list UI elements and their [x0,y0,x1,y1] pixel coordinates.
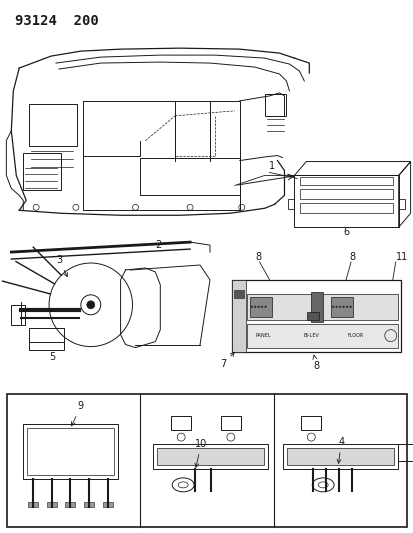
Circle shape [342,305,344,308]
Text: 3: 3 [56,255,67,277]
Bar [65,502,75,507]
Circle shape [253,305,256,308]
Bar [249,297,271,317]
Bar [397,444,413,461]
Bar [233,290,243,298]
Bar [11,305,25,325]
Bar [157,448,263,465]
Bar [246,294,397,320]
Circle shape [331,305,334,308]
Text: BI-LEV: BI-LEV [303,333,318,338]
Circle shape [349,305,351,308]
Text: 7: 7 [219,352,234,369]
Bar [28,502,38,507]
Bar [231,280,400,352]
Bar [287,448,393,465]
Bar [300,203,392,213]
Text: 9: 9 [71,401,84,426]
Text: 8: 8 [312,355,319,372]
Bar [29,328,64,350]
Text: 4: 4 [336,437,343,463]
Bar [264,94,286,116]
Bar [47,502,57,507]
Bar [29,104,77,146]
Circle shape [87,301,95,309]
Bar [246,324,397,348]
Bar [330,297,352,317]
Bar [171,416,191,430]
Text: 6: 6 [342,227,348,237]
Bar [84,502,94,507]
Bar [23,424,117,479]
Text: 11: 11 [395,252,407,262]
Text: FLOOR: FLOOR [347,333,363,338]
Circle shape [264,305,266,308]
Bar [288,199,294,209]
Text: PANEL: PANEL [255,333,271,338]
Text: 10: 10 [195,439,207,467]
Bar [301,416,320,430]
Bar [283,444,397,469]
Circle shape [260,305,263,308]
Text: 8: 8 [255,252,261,262]
Bar [27,428,113,475]
Text: 2: 2 [155,240,161,250]
Circle shape [335,305,337,308]
Circle shape [338,305,340,308]
Text: 5: 5 [49,351,55,361]
Text: 8: 8 [348,252,354,262]
Bar [7,394,406,527]
Text: 93124  200: 93124 200 [15,14,99,28]
Bar [300,189,392,199]
Bar [140,158,239,196]
Circle shape [345,305,347,308]
Bar [23,152,61,190]
Circle shape [257,305,259,308]
Bar [398,199,404,209]
Circle shape [250,305,252,308]
Text: 1: 1 [268,160,274,171]
Bar [221,416,240,430]
Bar [153,444,267,469]
Bar [294,175,398,227]
Bar [231,280,245,352]
Bar [306,312,318,320]
Bar [102,502,112,507]
Bar [311,292,323,322]
Bar [300,177,392,185]
